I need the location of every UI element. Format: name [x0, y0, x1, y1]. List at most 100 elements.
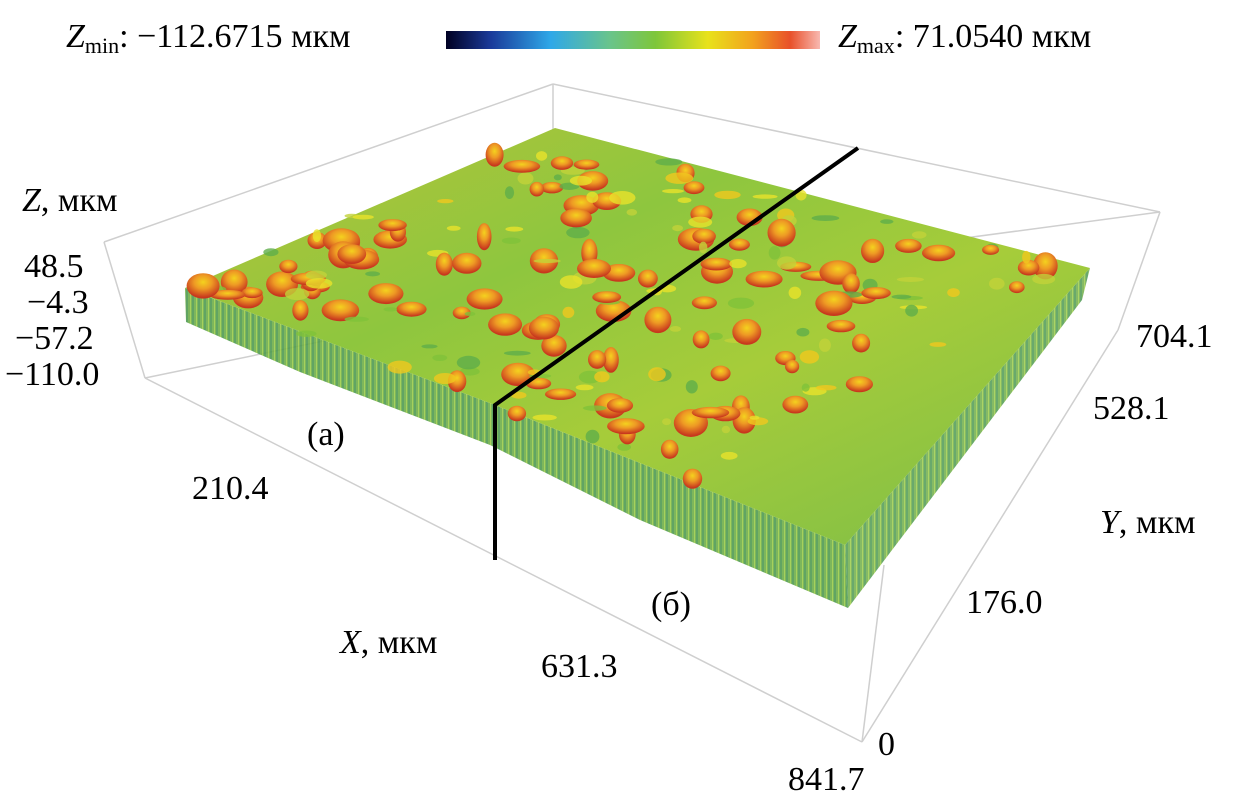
surface-texture-spot — [720, 451, 738, 460]
surface-texture-spot — [344, 316, 369, 322]
surface-texture-spot — [456, 355, 481, 370]
surface-texture-spot — [815, 385, 837, 391]
z-axis-symbol: Z — [22, 182, 41, 219]
surface-peak — [485, 142, 504, 167]
surface-texture-spot — [285, 288, 310, 301]
surface-texture-spot — [459, 367, 480, 376]
surface-texture-spot — [421, 344, 438, 349]
z-tick: 48.5 — [24, 248, 84, 285]
surface-peak — [592, 291, 622, 303]
surface-walls — [185, 268, 1090, 608]
surface-peak — [922, 244, 956, 262]
surface-texture-spot — [305, 278, 333, 289]
surface-texture-spot — [929, 342, 947, 347]
surface-peak — [861, 238, 885, 263]
surface-texture-spot — [562, 306, 575, 318]
surface-texture-spot — [818, 338, 831, 352]
surface-peak — [279, 259, 298, 274]
zmax-sub: max — [856, 33, 895, 58]
surface-texture-spot — [517, 172, 534, 185]
surface-texture-spot — [503, 350, 531, 356]
x-tick: 841.7 — [788, 761, 865, 798]
surface-texture-spot — [648, 367, 666, 382]
surface-texture-spot — [708, 332, 723, 340]
surface-texture-spot — [752, 194, 778, 199]
surface-texture-spot — [594, 371, 610, 383]
surface-texture-spot — [305, 270, 327, 280]
surface-texture-spot — [437, 199, 454, 204]
surface-peak — [603, 347, 619, 373]
surface-peak — [861, 287, 891, 300]
surface-texture-spot — [677, 197, 692, 203]
surface-peak — [396, 301, 427, 317]
surface-texture-spot — [669, 326, 682, 332]
zmax-symbol: Z — [838, 18, 857, 55]
surface-peak — [540, 182, 564, 194]
surface-texture-spot — [626, 209, 638, 216]
surface-texture-spot — [947, 288, 960, 298]
surface-peak — [577, 259, 611, 278]
surface-peak — [573, 159, 600, 170]
surface-texture-spot — [383, 307, 398, 312]
surface-peak — [852, 333, 871, 353]
surface-peak — [337, 244, 367, 264]
surface-texture-spot — [799, 350, 820, 364]
surface-peak — [476, 223, 492, 251]
surface-peak — [368, 283, 404, 305]
surface-peak — [692, 330, 710, 349]
zmin-value: : −112.6715 мкм — [119, 18, 351, 55]
surface-texture-spot — [505, 226, 524, 232]
surface-peak — [292, 300, 309, 321]
surface-texture-spot — [432, 354, 448, 361]
surface-peak — [378, 219, 407, 232]
surface-texture-spot — [532, 414, 557, 421]
surface-peak — [815, 290, 853, 316]
surface-peak — [488, 313, 523, 336]
z-axis-title: Z, мкм — [22, 184, 117, 218]
colorbar — [446, 31, 820, 49]
y-tick: 0 — [878, 726, 895, 763]
surface-peak — [550, 156, 574, 170]
surface-peak — [767, 218, 796, 247]
surface-peaks — [186, 142, 1058, 489]
surface-peak — [845, 376, 874, 393]
surface-texture-spot — [501, 237, 521, 244]
surface-peak — [644, 306, 672, 334]
surface-texture-spot — [655, 158, 683, 166]
surface-peak — [682, 468, 703, 489]
surface-peak — [528, 316, 559, 340]
surface-peak — [692, 228, 716, 244]
surface-texture-spot — [699, 241, 708, 254]
surface-peak — [529, 181, 544, 197]
surface-texture-spot — [880, 219, 894, 224]
surface-texture-spot — [788, 286, 802, 299]
surface-texture-spot — [721, 425, 731, 434]
surface-texture-spot — [662, 418, 672, 426]
surface-peak — [782, 395, 809, 414]
surface-peak — [700, 257, 733, 271]
surface-texture-spot — [566, 226, 590, 239]
surface-texture-spot — [553, 174, 562, 181]
surface-texture-spot — [352, 214, 374, 220]
surface-texture-spot — [727, 297, 755, 309]
surface-peak — [895, 238, 922, 253]
surface-texture-spot — [662, 189, 684, 194]
surface-texture-spot — [672, 225, 683, 232]
surface-texture-spot — [464, 311, 476, 316]
surface-peak — [842, 273, 860, 294]
surface-texture-spot — [896, 277, 925, 282]
surface-peak — [241, 287, 263, 299]
surface-peak — [691, 406, 730, 419]
surface-texture-spot — [504, 186, 515, 200]
zmin-sub: min — [84, 33, 120, 58]
surface-peak — [1017, 259, 1040, 276]
surface-peak — [321, 299, 360, 322]
y-tick: 704.1 — [1136, 318, 1213, 355]
x-tick: 210.4 — [192, 470, 269, 507]
region-b-label: (б) — [651, 586, 691, 623]
y-axis-title: Y, мкм — [1100, 506, 1195, 540]
surface-peak — [186, 273, 220, 299]
surface-top — [185, 128, 1090, 545]
surface-texture-spot — [685, 380, 698, 394]
zmax-label: Zmax: 71.0540 мкм — [838, 20, 1091, 57]
